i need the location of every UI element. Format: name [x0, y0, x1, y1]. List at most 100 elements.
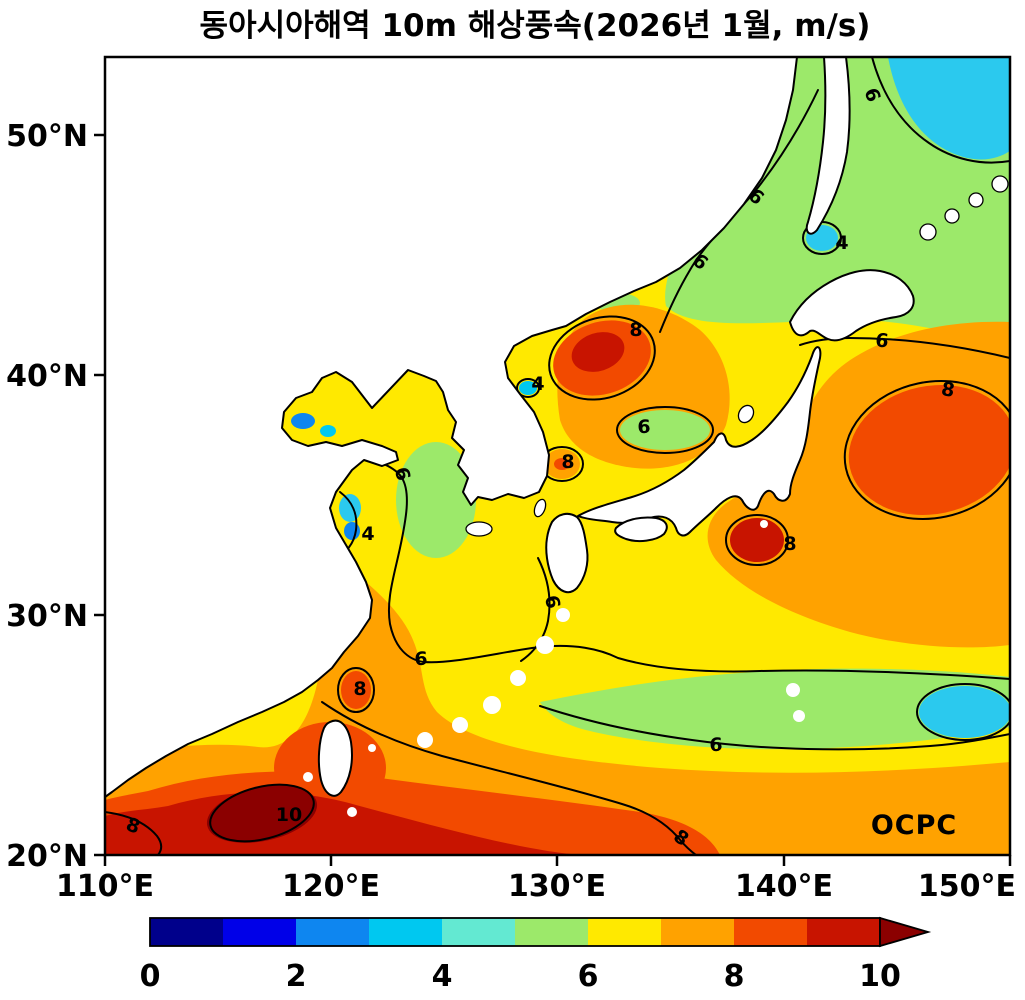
field-cyan-northeast-korea [519, 381, 537, 395]
contour-label: 4 [361, 523, 374, 545]
contour-label: 6 [540, 594, 564, 611]
contour-label: 6 [709, 734, 722, 756]
contour-10-strait [209, 783, 315, 843]
contour-8-izu [725, 514, 789, 566]
contour-6-okhotsk [871, 57, 1010, 164]
field-red-korea-strait-core [554, 458, 570, 470]
ocpc-watermark: OCPC [871, 810, 957, 841]
colorbar-tick-label: 4 [432, 959, 453, 994]
island-izu [760, 520, 768, 528]
page-title: 동아시아해역 10m 해상풍속(2026년 1월, m/s) [200, 8, 871, 44]
colorbar-tick-label: 10 [859, 959, 901, 994]
y-tick-label: 20°N [6, 839, 88, 874]
island-kuril [944, 208, 960, 224]
field-darkred-izu [730, 518, 784, 562]
field-blue-yellow-sea [344, 522, 360, 540]
colorbar-segment [588, 918, 661, 946]
island-tsushima [533, 498, 547, 518]
field-red-coast-spot [341, 671, 371, 709]
contour-8-coast-spot [337, 667, 375, 713]
colorbar-tick-label: 2 [286, 959, 307, 994]
field-green-yellow-sea [396, 442, 476, 558]
island-ogasawara [786, 683, 800, 697]
island-penghu [303, 772, 313, 782]
contour-label: 4 [835, 232, 848, 254]
colorbar-tick-label: 8 [724, 959, 745, 994]
island-kuril [968, 192, 984, 208]
island-ogasawara-group [760, 520, 805, 722]
field-cyan-northeast-corner [888, 57, 1010, 160]
field-cyan-bohai [320, 425, 336, 437]
island-jeju [465, 521, 493, 537]
contour-label: 8 [940, 378, 957, 402]
island-ryukyu [483, 696, 501, 714]
field-cyan-southeast [919, 686, 1010, 738]
y-tick-label: 50°N [6, 119, 88, 154]
land-eurasia-china-korea [105, 57, 798, 798]
colorbar-arrow [879, 916, 932, 948]
field-cyan-yellow-sea [339, 494, 361, 522]
y-tick-label: 30°N [6, 599, 88, 634]
colorbar-segment [296, 918, 369, 946]
contour-label: 6 [414, 648, 427, 670]
contour-label: 6 [390, 465, 415, 483]
x-tick-label: 110°E [56, 869, 154, 904]
contour-label: 8 [783, 533, 796, 555]
colorbar: 0 2 4 6 8 10 [140, 916, 932, 994]
island-ryukyu [452, 717, 468, 733]
island-kuril-chain [919, 175, 1009, 241]
contour-6-sea-of-japan-green [616, 406, 714, 454]
island-ogasawara [793, 710, 805, 722]
land-kyushu [545, 512, 589, 594]
field-darkred-sea-of-japan-core [571, 332, 625, 372]
field-darkest-strait-core [206, 785, 318, 843]
colorbar-labels: 0 2 4 6 8 10 [140, 959, 901, 994]
contour-8-east-of-japan [843, 380, 1010, 520]
x-tick-label: 150°E [918, 869, 1016, 904]
contour-6-south-kyushu [520, 557, 551, 662]
y-axis-labels: 50°N 40°N 30°N 20°N [6, 119, 88, 874]
x-axis-labels: 110°E 120°E 130°E 140°E 150°E [56, 869, 1016, 904]
land-honshu [577, 346, 822, 537]
colorbar-tick-label: 0 [140, 959, 161, 994]
island-ryukyu [510, 670, 526, 686]
contour-label: 8 [353, 678, 366, 700]
colorbar-tick-label: 6 [578, 959, 599, 994]
contour-label: 6 [874, 329, 889, 352]
land-taiwan [317, 719, 353, 797]
island-sado [737, 404, 755, 424]
axis-ticks [94, 133, 1012, 866]
colorbar-segment [807, 918, 880, 946]
contour-4-northeast-korea [516, 378, 540, 398]
island-speck [368, 744, 376, 752]
island-kuril [991, 175, 1009, 193]
contour-6-yellow-sea-long [331, 445, 1010, 680]
island-ryukyu [536, 636, 554, 654]
island-kuril [919, 223, 937, 241]
land-hokkaido [789, 269, 915, 342]
contour-label: 4 [531, 373, 544, 395]
island-speck [347, 807, 357, 817]
x-tick-label: 140°E [735, 869, 833, 904]
landmass-group [105, 57, 1009, 817]
x-tick-label: 130°E [508, 869, 606, 904]
field-green-south-band [540, 668, 1010, 750]
land-sakhalin [805, 57, 851, 235]
island-ryukyu [556, 608, 570, 622]
contour-label: 10 [276, 804, 302, 826]
island-ryukyu-chain [417, 608, 570, 748]
contour-8-left-edge [105, 811, 163, 855]
x-tick-label: 120°E [282, 869, 380, 904]
contour-label-group: 6 6 6 4 6 8 6 6 6 6 6 8 8 10 8 8 8 8 4 4 [123, 85, 956, 851]
contour-label: 8 [561, 451, 574, 473]
island-ryukyu [417, 732, 433, 748]
colorbar-segment [442, 918, 515, 946]
contour-6-green-band-south [539, 705, 1010, 751]
field-blue-bohai [291, 413, 315, 429]
contour-line-group [105, 57, 1010, 855]
island-strait-specks [303, 744, 376, 817]
colorbar-segment [223, 918, 296, 946]
field-green-sea-of-japan [620, 410, 710, 450]
contour-8-south [321, 701, 697, 855]
